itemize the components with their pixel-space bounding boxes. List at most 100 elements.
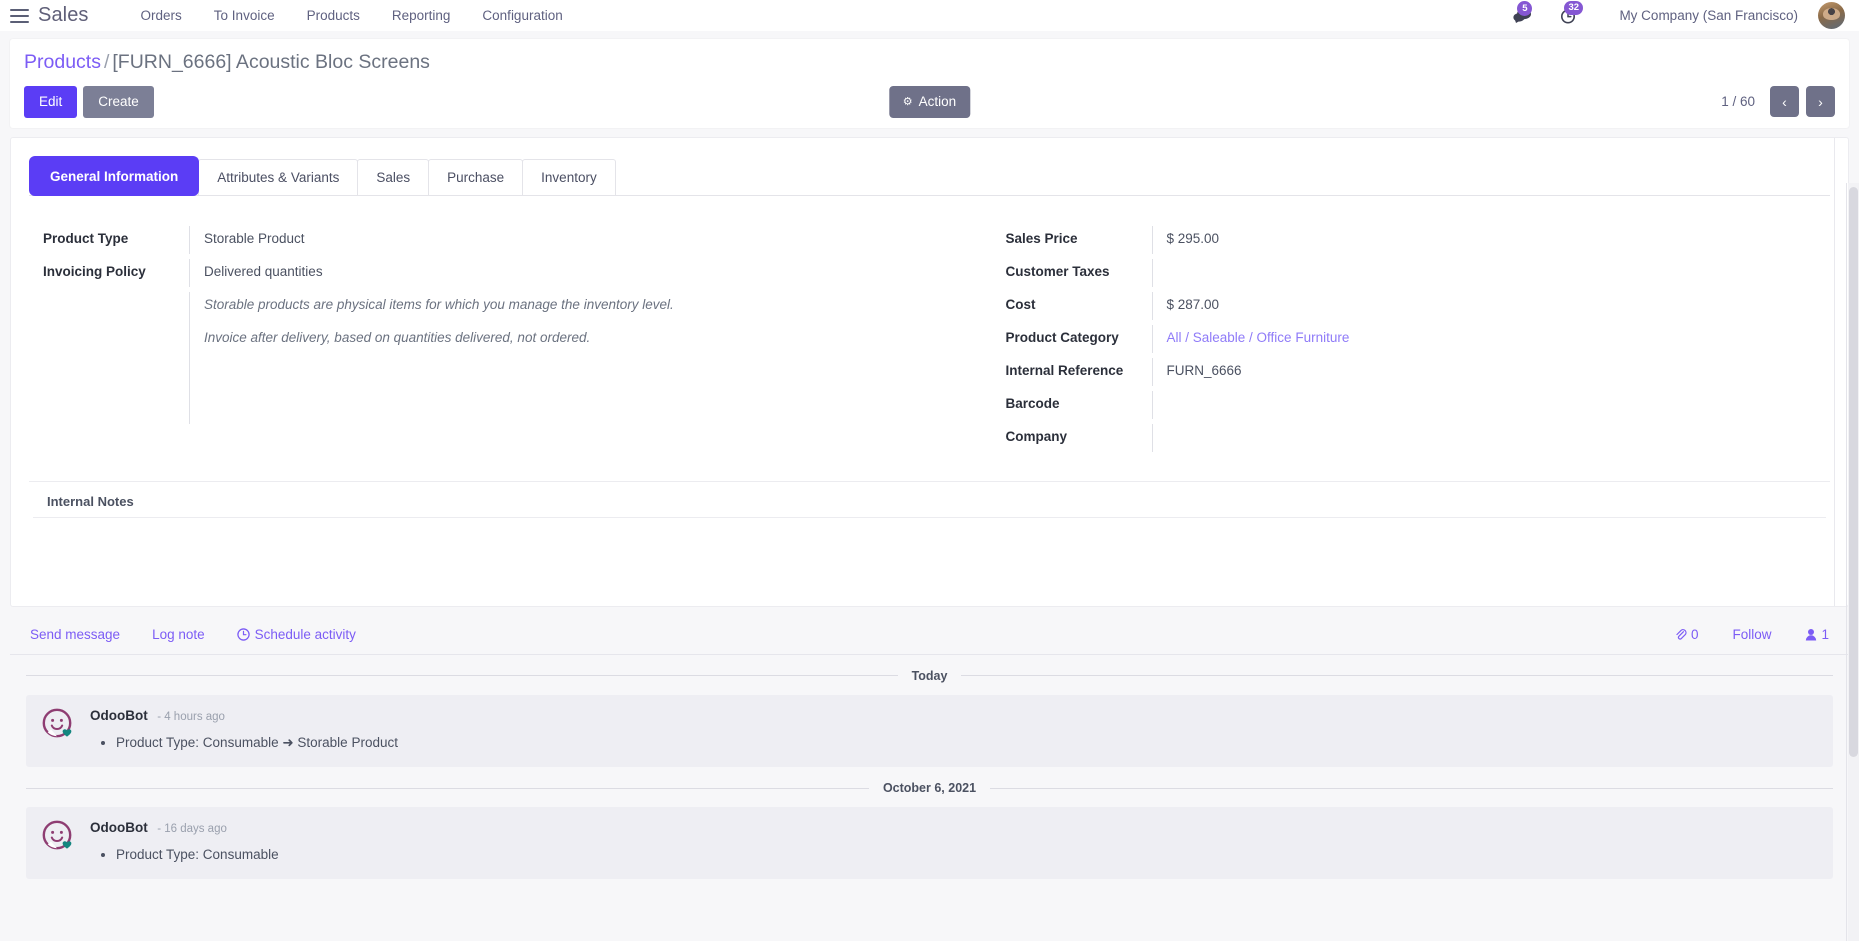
date-separator-today: Today <box>10 655 1849 691</box>
field-value[interactable] <box>1151 258 1831 287</box>
tab-sales[interactable]: Sales <box>357 158 430 195</box>
divider-line <box>26 675 898 677</box>
user-icon <box>1806 628 1817 641</box>
field-barcode: Barcode <box>992 390 1831 424</box>
gear-icon: ⚙ <box>902 95 913 108</box>
page-scrollbar[interactable] <box>1848 183 1859 941</box>
breadcrumb-separator: / <box>103 51 110 73</box>
field-cost: Cost $ 287.00 <box>992 291 1831 325</box>
hamburger-icon[interactable] <box>10 8 29 23</box>
paperclip-icon <box>1676 629 1687 640</box>
odoobot-avatar <box>40 818 76 854</box>
tab-inventory[interactable]: Inventory <box>522 158 616 195</box>
schedule-activity-button[interactable]: Schedule activity <box>236 627 356 642</box>
send-message-button[interactable]: Send message <box>30 626 121 642</box>
field-value[interactable]: Storable Product <box>189 225 930 254</box>
page-title: [FURN_6666] Acoustic Bloc Screens <box>112 51 430 73</box>
scroll-divider <box>1846 183 1847 941</box>
date-separator-label: October 6, 2021 <box>882 781 977 796</box>
tab-attributes-variants[interactable]: Attributes & Variants <box>198 158 359 195</box>
followers-button[interactable]: 1 <box>1805 627 1829 642</box>
messages-button[interactable]: 5 <box>1499 1 1546 23</box>
activities-button[interactable]: 32 <box>1546 0 1591 24</box>
field-value[interactable]: Delivered quantities <box>189 258 930 287</box>
edit-button[interactable]: Edit <box>24 86 78 118</box>
menu-item-configuration[interactable]: Configuration <box>482 8 563 23</box>
field-value[interactable]: FURN_6666 <box>1151 357 1831 386</box>
field-label: Company <box>1005 428 1068 444</box>
field-invoicing-policy: Invoicing Policy Delivered quantities <box>29 258 930 292</box>
pager-previous-button[interactable]: ‹ <box>1770 86 1799 118</box>
create-button[interactable]: Create <box>83 86 154 118</box>
log-note-button[interactable]: Log note <box>152 626 205 642</box>
field-internal-reference: Internal Reference FURN_6666 <box>992 357 1831 391</box>
field-customer-taxes: Customer Taxes <box>992 258 1831 292</box>
pager-next-button[interactable]: › <box>1806 86 1835 118</box>
field-value[interactable] <box>1151 423 1831 452</box>
product-category-link[interactable]: All / Saleable / Office Furniture <box>1166 329 1350 345</box>
followers-count: 1 <box>1821 626 1829 642</box>
field-label: Internal Reference <box>1005 362 1124 378</box>
message-tracking-list: Product Type: Consumable <box>90 845 1819 865</box>
form-column-left: Product Type Storable Product Invoicing … <box>29 225 930 457</box>
chevron-left-icon: ‹ <box>1782 93 1787 110</box>
breadcrumb-products-link[interactable]: Products <box>24 51 101 73</box>
field-product-category: Product Category All / Saleable / Office… <box>992 324 1831 358</box>
menu-item-reporting[interactable]: Reporting <box>391 8 451 23</box>
navbar-right: 5 32 My Company (San Francisco) <box>1499 0 1845 29</box>
message-author: OdooBot <box>90 820 148 836</box>
control-panel: Products / [FURN_6666] Acoustic Bloc Scree… <box>10 39 1849 128</box>
internal-notes-input[interactable] <box>29 518 1830 586</box>
message-item: OdooBot - 16 days ago Product Type: Cons… <box>26 807 1833 880</box>
field-label: Cost <box>1005 296 1036 312</box>
user-avatar[interactable] <box>1818 2 1845 29</box>
attachment-count: 0 <box>1690 626 1699 642</box>
breadcrumb: Products / [FURN_6666] Acoustic Bloc Scree… <box>24 51 1835 74</box>
field-sales-price: Sales Price $ 295.00 <box>992 225 1831 259</box>
clock-icon <box>236 628 250 641</box>
form-body: Product Type Storable Product Invoicing … <box>29 196 1830 457</box>
form-tabs: General Information Attributes & Variant… <box>29 155 1830 196</box>
attachments-button[interactable]: 0 <box>1674 626 1699 642</box>
field-company: Company <box>992 423 1831 457</box>
tab-purchase[interactable]: Purchase <box>428 158 524 195</box>
app-brand[interactable]: Sales <box>38 4 89 26</box>
form-sheet: General Information Attributes & Variant… <box>10 136 1849 607</box>
menu-item-products[interactable]: Products <box>306 8 360 23</box>
field-label: Product Category <box>1005 329 1119 345</box>
form-spacer <box>189 390 930 424</box>
follow-button[interactable]: Follow <box>1732 626 1772 642</box>
date-separator-label: Today <box>911 668 948 683</box>
message-body: OdooBot - 16 days ago Product Type: Cons… <box>90 818 1819 865</box>
divider-line <box>26 787 869 789</box>
divider-line <box>990 787 1834 789</box>
main-menu: Orders To Invoice Products Reporting Con… <box>125 2 579 29</box>
top-navbar: Sales Orders To Invoice Products Reporti… <box>0 0 1859 31</box>
field-value[interactable]: $ 287.00 <box>1151 291 1831 320</box>
field-value[interactable] <box>1151 390 1831 419</box>
notes-divider <box>29 480 1830 482</box>
action-button[interactable]: ⚙ Action <box>888 86 971 118</box>
menu-item-to-invoice[interactable]: To Invoice <box>213 8 275 23</box>
activities-badge: 32 <box>1564 0 1584 15</box>
form-spacer <box>189 357 930 391</box>
field-value[interactable]: $ 295.00 <box>1151 225 1831 254</box>
action-menu-container: ⚙ Action <box>888 86 971 118</box>
message-author: OdooBot <box>90 707 148 723</box>
message-body: OdooBot - 4 hours ago Product Type: Cons… <box>90 706 1819 753</box>
field-label: Customer Taxes <box>1005 263 1110 279</box>
pager: 1 / 60 ‹ › <box>1721 86 1835 118</box>
navbar-left: Sales Orders To Invoice Products Reporti… <box>10 2 579 29</box>
internal-notes-label: Internal Notes <box>33 482 1826 518</box>
sheet-right-divider <box>1834 137 1835 606</box>
tracking-value: Product Type: Consumable <box>116 845 1819 865</box>
chatter-stats: 0 Follow 1 <box>1674 627 1829 642</box>
menu-item-orders[interactable]: Orders <box>140 8 182 23</box>
tracking-value: Product Type: Consumable ➜ Storable Prod… <box>116 733 1819 753</box>
tab-general-information[interactable]: General Information <box>29 155 200 196</box>
action-button-label: Action <box>918 94 957 110</box>
messages-badge: 5 <box>1517 1 1533 16</box>
page-scrollbar-thumb[interactable] <box>1849 187 1858 757</box>
company-switcher[interactable]: My Company (San Francisco) <box>1619 8 1798 23</box>
odoobot-avatar <box>40 706 76 742</box>
